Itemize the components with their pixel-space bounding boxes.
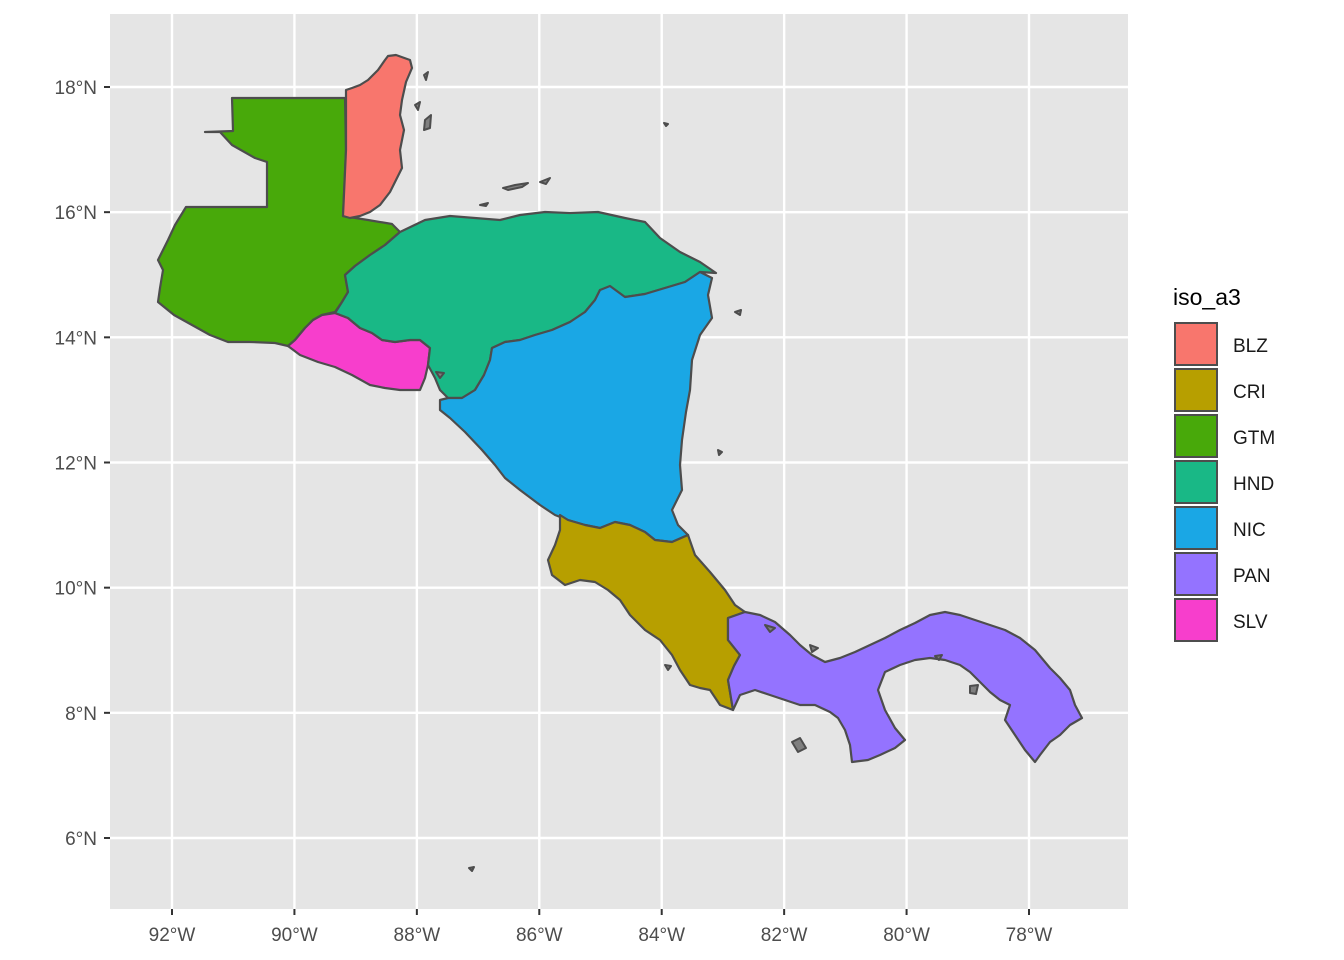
islet-fonseca — [435, 371, 445, 379]
country-blz — [341, 53, 414, 220]
islet-cocos — [468, 866, 475, 872]
islet-coiba — [791, 737, 807, 753]
legend-key-blz — [1174, 322, 1218, 366]
legend-label-hnd: HND — [1233, 474, 1274, 495]
islet-cayes-3 — [414, 101, 421, 111]
legend-key-nic — [1174, 506, 1218, 550]
x-tick-label: 90°W — [271, 925, 318, 946]
y-tick-label: 18°N — [55, 78, 97, 99]
x-axis: 92°W 90°W 88°W 86°W 84°W 82°W 80°W 78°W — [149, 909, 1053, 946]
legend-label-blz: BLZ — [1233, 336, 1268, 357]
y-tick-label: 14°N — [55, 328, 97, 349]
legend: iso_a3 BLZ CRI GTM HND NIC PAN SLV — [1173, 284, 1275, 642]
islet-cayes-2 — [423, 71, 429, 81]
legend-label-gtm: GTM — [1233, 428, 1275, 449]
legend-label-cri: CRI — [1233, 382, 1266, 403]
legend-title: iso_a3 — [1173, 284, 1241, 310]
country-pan — [726, 610, 1084, 764]
legend-label-pan: PAN — [1233, 566, 1271, 587]
legend-label-slv: SLV — [1233, 612, 1268, 633]
x-tick-label: 82°W — [761, 925, 808, 946]
islet-bay-islands-3 — [479, 202, 489, 207]
islet-pan-3 — [934, 654, 943, 661]
islet-pearl — [969, 684, 979, 695]
x-tick-label: 80°W — [883, 925, 930, 946]
islet-pan-1 — [764, 624, 776, 633]
islet-bay-islands-1 — [502, 182, 529, 191]
x-tick-label: 92°W — [149, 925, 196, 946]
country-nic — [438, 270, 714, 544]
island-markers — [414, 71, 979, 872]
legend-label-nic: NIC — [1233, 520, 1266, 541]
islet-corn — [734, 309, 742, 316]
islet-bay-islands-2 — [539, 177, 551, 185]
x-tick-label: 86°W — [516, 925, 563, 946]
islet-remote-1 — [663, 122, 669, 127]
y-tick-label: 6°N — [65, 829, 97, 850]
legend-key-cri — [1174, 368, 1218, 412]
islet-pan-2 — [809, 644, 819, 653]
x-tick-label: 88°W — [394, 925, 441, 946]
islet-nic-coast — [717, 449, 723, 456]
y-tick-label: 16°N — [55, 203, 97, 224]
y-axis: 18°N 16°N 14°N 12°N 10°N 8°N 6°N — [55, 78, 110, 850]
legend-key-pan — [1174, 552, 1218, 596]
y-tick-label: 12°N — [55, 454, 97, 475]
y-tick-label: 8°N — [65, 704, 97, 725]
x-tick-label: 84°W — [638, 925, 685, 946]
country-layer — [156, 53, 1084, 764]
x-tick-label: 78°W — [1006, 925, 1053, 946]
legend-key-hnd — [1174, 460, 1218, 504]
islet-cri-1 — [664, 664, 672, 671]
y-tick-label: 10°N — [55, 579, 97, 600]
legend-key-gtm — [1174, 414, 1218, 458]
legend-key-slv — [1174, 598, 1218, 642]
islet-cayes-1 — [423, 114, 432, 131]
